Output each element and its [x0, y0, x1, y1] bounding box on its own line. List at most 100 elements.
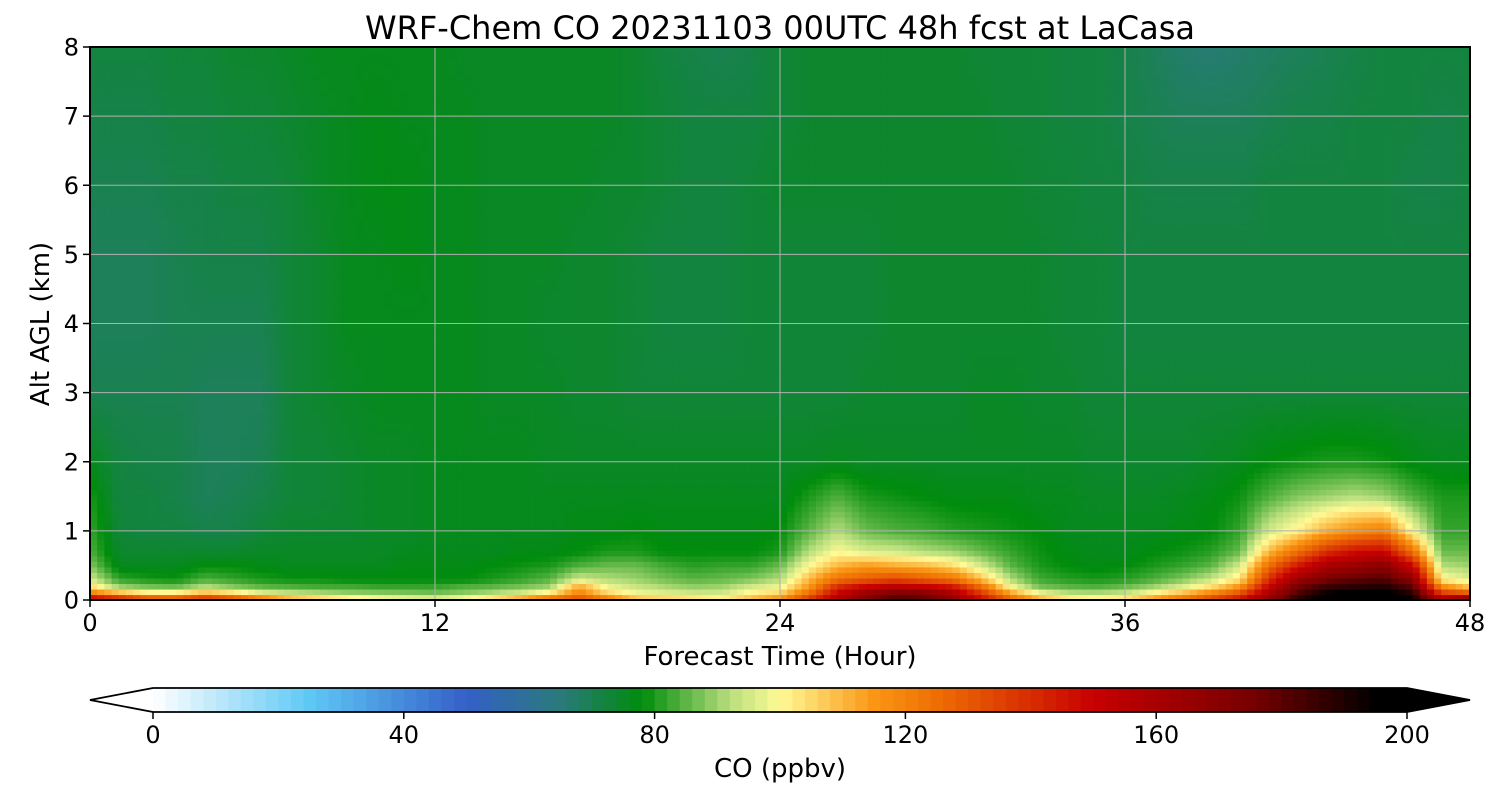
- field-cell: [1355, 456, 1363, 463]
- field-cell: [1240, 500, 1248, 507]
- field-cell: [981, 494, 990, 502]
- field-cell: [1232, 583, 1241, 590]
- field-cell: [614, 522, 623, 529]
- field-cell: [90, 555, 98, 562]
- field-cell: [391, 461, 400, 468]
- field-cell: [248, 588, 256, 596]
- field-cell: [1125, 461, 1133, 468]
- field-cell: [176, 511, 185, 518]
- field-cell: [1211, 533, 1220, 540]
- field-cell: [1038, 472, 1047, 479]
- field-cell: [492, 594, 501, 600]
- field-cell: [176, 472, 185, 479]
- field-cell: [1434, 505, 1442, 513]
- field-cell: [679, 483, 688, 490]
- field-cell: [1110, 555, 1119, 562]
- field-cell: [240, 461, 249, 468]
- field-cell: [1426, 472, 1435, 479]
- field-cell: [1196, 456, 1205, 463]
- field-cell: [406, 489, 415, 496]
- field-cell: [1290, 533, 1299, 540]
- field-cell: [1125, 544, 1133, 551]
- field-cell: [643, 478, 652, 485]
- field-cell: [391, 472, 400, 479]
- field-cell: [1182, 522, 1191, 529]
- field-cell: [535, 583, 544, 590]
- field-cell: [679, 566, 688, 573]
- field-cell: [1333, 511, 1342, 518]
- field-cell: [643, 461, 652, 468]
- field-cell: [700, 461, 709, 468]
- field-cell: [1110, 539, 1119, 546]
- field-cell: [873, 517, 882, 524]
- field-cell: [1182, 539, 1191, 546]
- field-cell: [830, 478, 839, 485]
- field-cell: [255, 467, 264, 474]
- field-cell: [1462, 588, 1470, 596]
- field-cell: [197, 456, 206, 463]
- field-cell: [1304, 517, 1313, 524]
- field-cell: [557, 522, 565, 529]
- field-cell: [751, 467, 760, 474]
- field-cell: [435, 572, 443, 579]
- field-cell: [952, 511, 961, 518]
- field-cell: [765, 583, 774, 590]
- field-cell: [938, 494, 946, 502]
- field-cell: [736, 456, 745, 463]
- field-cell: [1089, 561, 1097, 568]
- field-cell: [1369, 467, 1378, 474]
- field-cell: [1240, 478, 1248, 485]
- field-cell: [981, 555, 990, 562]
- field-cell: [1247, 533, 1255, 540]
- field-cell: [923, 566, 932, 573]
- field-cell: [190, 572, 199, 579]
- field-cell: [636, 517, 645, 524]
- field-cell: [1326, 550, 1335, 557]
- field-cell: [1434, 555, 1442, 562]
- field-cell: [780, 478, 788, 485]
- field-cell: [736, 478, 745, 485]
- field-cell: [823, 467, 831, 474]
- field-cell: [1426, 572, 1435, 579]
- field-cell: [1247, 505, 1255, 513]
- field-cell: [1168, 594, 1176, 600]
- field-cell: [219, 550, 228, 557]
- field-cell: [636, 500, 645, 507]
- field-cell: [923, 522, 932, 529]
- field-cell: [212, 478, 220, 485]
- field-cell: [995, 478, 1004, 485]
- field-cell: [650, 467, 659, 474]
- field-cell: [1412, 555, 1421, 562]
- field-cell: [744, 483, 752, 490]
- field-cell: [945, 489, 954, 496]
- field-cell: [1204, 522, 1212, 529]
- field-cell: [808, 500, 817, 507]
- field-cell: [1455, 583, 1464, 590]
- field-cell: [1168, 456, 1176, 463]
- field-cell: [90, 572, 98, 579]
- field-cell: [1132, 461, 1140, 468]
- field-cell: [169, 461, 177, 468]
- field-cell: [485, 489, 494, 496]
- field-cell: [729, 511, 738, 518]
- field-cell: [981, 594, 990, 600]
- field-cell: [449, 517, 458, 524]
- field-cell: [1189, 577, 1198, 585]
- field-cell: [895, 478, 903, 485]
- field-cell: [514, 461, 522, 468]
- field-cell: [1268, 583, 1277, 590]
- field-cell: [1247, 555, 1255, 562]
- field-cell: [550, 583, 558, 590]
- field-cell: [413, 478, 422, 485]
- field-cell: [334, 594, 343, 600]
- field-cell: [1168, 583, 1176, 590]
- field-cell: [327, 539, 335, 546]
- field-cell: [284, 572, 292, 579]
- field-cell: [1125, 561, 1133, 568]
- field-cell: [1211, 456, 1220, 463]
- field-cell: [442, 511, 450, 518]
- field-cell: [420, 489, 429, 496]
- field-cell: [1139, 561, 1148, 568]
- field-cell: [952, 505, 961, 513]
- field-cell: [966, 522, 975, 529]
